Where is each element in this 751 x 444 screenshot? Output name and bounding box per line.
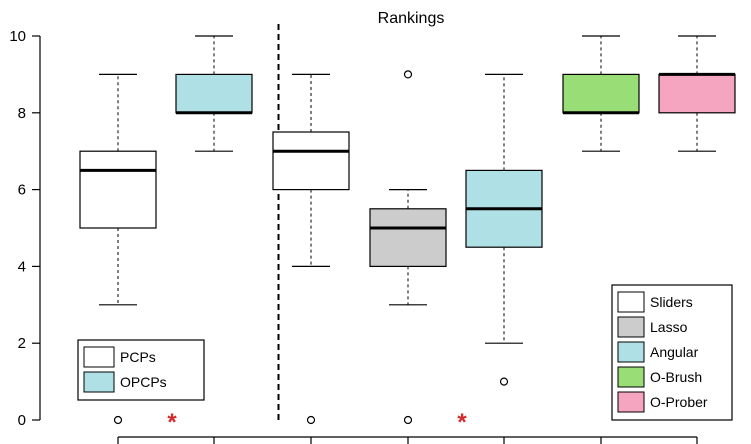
y-tick-label: 8: [18, 105, 26, 122]
y-axis: 0 2 4 6 8 10: [9, 24, 698, 444]
boxes: * *: [79, 35, 736, 436]
legend-label: Lasso: [650, 319, 688, 335]
outlier-point: [403, 415, 413, 425]
legend-entry: O-Prober: [617, 391, 708, 413]
legends: PCPs OPCPs Sliders Lasso Angular O-Brush O-Pro…: [77, 284, 733, 421]
box-sliders: [272, 73, 350, 425]
legend-bottom-left: PCPs OPCPs: [77, 339, 205, 401]
outlier-point: [499, 377, 509, 386]
legend-entry: O-Brush: [617, 366, 702, 388]
y-tick-label: 10: [9, 28, 26, 45]
legend-label: O-Prober: [650, 394, 708, 410]
legend-swatch: [617, 391, 645, 413]
legend-label: Angular: [650, 344, 699, 360]
box-angular: *: [457, 73, 543, 436]
significance-marker: *: [457, 409, 467, 436]
outlier-point: [403, 70, 413, 79]
legend-label: PCPs: [120, 349, 156, 365]
legend-swatch: [83, 371, 115, 393]
iqr-box: [658, 73, 736, 114]
y-tick-label: 6: [18, 182, 26, 199]
legend-swatch: [617, 316, 645, 338]
outlier-point: [306, 415, 316, 425]
iqr-box: [562, 73, 640, 114]
significance-marker: *: [167, 409, 177, 436]
legend-swatch: [617, 366, 645, 388]
legend-entry: Angular: [617, 341, 699, 363]
legend-bottom-right: Sliders Lasso Angular O-Brush O-Prober: [611, 284, 733, 421]
legend-entry: PCPs: [83, 346, 156, 368]
box-oprober: [658, 35, 736, 152]
y-tick-label: 0: [18, 412, 26, 429]
legend-swatch: [83, 346, 115, 368]
box-pcps: [79, 73, 157, 425]
y-tick-label: 2: [18, 335, 26, 352]
legend-swatch: [617, 291, 645, 313]
iqr-box: [175, 73, 253, 114]
legend-swatch: [617, 341, 645, 363]
iqr-box: [272, 131, 350, 191]
outlier-point: [113, 415, 123, 425]
box-opcps: *: [167, 35, 253, 436]
box-obrush: [562, 35, 640, 152]
y-tick-label: 4: [18, 258, 26, 275]
box-lasso: [369, 70, 447, 425]
iqr-box: [369, 208, 447, 268]
legend-entry: Lasso: [617, 316, 688, 338]
legend-label: O-Brush: [650, 369, 702, 385]
iqr-box: [79, 150, 157, 229]
legend-label: Sliders: [650, 294, 693, 310]
legend-entry: Sliders: [617, 291, 693, 313]
legend-label: OPCPs: [120, 374, 167, 390]
chart-title: Rankings: [378, 10, 445, 27]
legend-entry: OPCPs: [83, 371, 167, 393]
